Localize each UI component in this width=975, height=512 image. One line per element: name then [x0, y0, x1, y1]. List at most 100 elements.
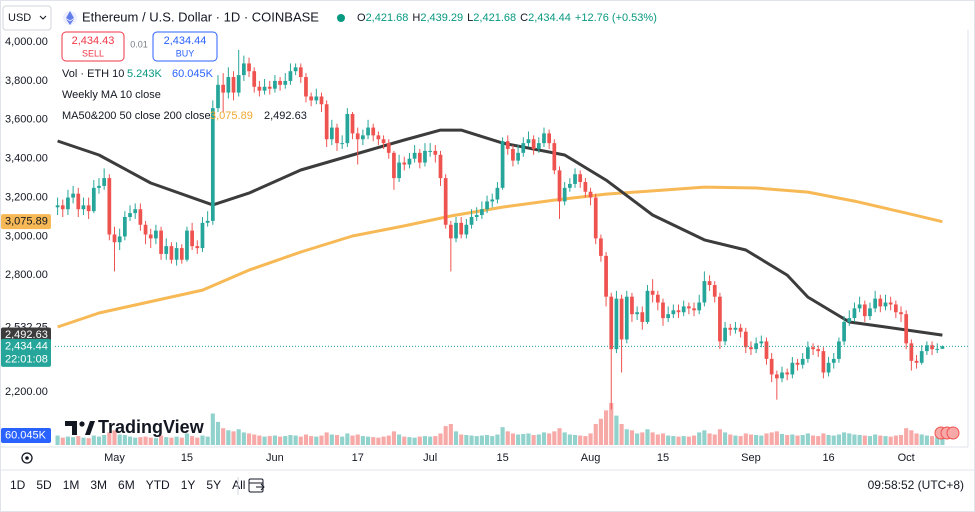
- candle-body: [542, 133, 546, 144]
- volume-bar: [924, 435, 929, 445]
- volume-bar: [847, 433, 852, 445]
- candle-body: [749, 347, 753, 350]
- candle-body: [464, 224, 469, 235]
- volume-bar: [309, 436, 314, 445]
- volume-bar: [686, 436, 691, 445]
- candle-body: [666, 314, 671, 319]
- timeframe-button[interactable]: 3M: [90, 478, 107, 492]
- countdown: 22:01:08: [5, 353, 48, 365]
- volume-bar: [355, 434, 360, 445]
- candle-body: [210, 108, 215, 221]
- volume-bar: [707, 433, 712, 445]
- candle-body: [676, 310, 681, 313]
- date-range-icon[interactable]: [248, 478, 265, 493]
- candle-body: [795, 362, 800, 365]
- candle-body: [402, 162, 407, 165]
- candle-body: [350, 113, 355, 134]
- volume-bar: [728, 434, 733, 445]
- candle-body: [681, 306, 686, 313]
- volume-bar: [697, 432, 702, 445]
- volume-bar: [200, 435, 205, 445]
- volume-bar: [102, 435, 107, 445]
- volume-bar: [578, 435, 583, 445]
- timeframe-button[interactable]: 6M: [118, 478, 135, 492]
- candle-body: [340, 143, 345, 145]
- candle-body: [645, 290, 650, 322]
- ma200-last: 3,075.89: [210, 110, 253, 122]
- candle-body: [914, 360, 919, 363]
- volume-badge-bg: [1, 428, 51, 443]
- volume-bar: [717, 429, 722, 445]
- volume-bar: [474, 436, 479, 445]
- volume-bar: [521, 433, 526, 445]
- candle-body: [500, 141, 505, 188]
- buy-button[interactable]: [152, 31, 218, 62]
- candle-body: [381, 139, 386, 144]
- candle-body: [811, 347, 815, 350]
- volume-bar: [283, 436, 288, 445]
- timeframe-button[interactable]: 5Y: [206, 478, 221, 492]
- candle-body: [138, 209, 143, 225]
- volume-bar: [805, 433, 810, 445]
- timeframe-button[interactable]: 5D: [36, 478, 52, 492]
- volume-bar: [898, 435, 904, 445]
- timeframe-button[interactable]: 1D: [10, 478, 26, 492]
- symbol: Ethereum / U.S. Dollar · 1D · COINBASE: [82, 9, 319, 24]
- buy-label[interactable]: BUY: [176, 48, 195, 58]
- x-tick-label: Jul: [423, 452, 437, 464]
- volume-bar: [629, 430, 635, 445]
- volume-bar: [852, 434, 857, 445]
- candle-body: [919, 351, 924, 363]
- candle-body: [593, 197, 598, 239]
- volume-bar: [179, 437, 184, 445]
- volume-bar: [500, 427, 505, 445]
- candle-body: [252, 71, 257, 87]
- candle-body: [376, 135, 381, 140]
- currency[interactable]: USD: [8, 12, 31, 24]
- volume-bar: [733, 435, 738, 445]
- buy-price[interactable]: 2,434.44: [164, 35, 207, 47]
- sell-label[interactable]: SELL: [82, 48, 104, 58]
- volume-bar: [785, 435, 790, 445]
- volume-bar: [743, 433, 748, 445]
- volume-bar: [360, 436, 365, 445]
- candle-body: [655, 294, 660, 303]
- timeframe-button[interactable]: All: [232, 478, 245, 492]
- volume-bar: [412, 437, 417, 445]
- candle-body: [547, 133, 552, 144]
- volume-bar: [381, 436, 386, 445]
- volume-bar: [666, 435, 671, 445]
- volume-bar: [86, 438, 91, 445]
- timeframe-button[interactable]: YTD: [146, 478, 170, 492]
- volume-bar: [148, 437, 153, 445]
- candle-body: [774, 374, 779, 379]
- timeframe-button[interactable]: 1M: [63, 478, 80, 492]
- timeframe-button[interactable]: 1Y: [181, 478, 196, 492]
- volume-bar: [345, 433, 350, 445]
- event-icons[interactable]: [934, 426, 960, 440]
- candle-body: [169, 246, 174, 260]
- sell-price[interactable]: 2,434.43: [72, 35, 115, 47]
- volume-bar: [386, 435, 391, 445]
- candle-body: [718, 296, 722, 342]
- ohlc-value: 2,421.68: [473, 12, 516, 24]
- volume-bar: [609, 403, 614, 445]
- candle-body: [888, 302, 893, 305]
- volume-bar: [340, 436, 345, 445]
- plot-area: [55, 49, 968, 445]
- volume-bar: [624, 429, 629, 445]
- candle-body: [267, 86, 272, 89]
- settings-icon[interactable]: [21, 452, 33, 464]
- candle-body: [433, 150, 438, 155]
- sell-button[interactable]: [61, 31, 125, 62]
- volume-bar: [407, 437, 412, 445]
- volume-bar: [547, 433, 552, 445]
- candle-body: [283, 80, 288, 85]
- volume-bar: [448, 424, 453, 445]
- volume-bar: [748, 434, 754, 445]
- currency-button[interactable]: [2, 5, 52, 31]
- volume-bar: [190, 436, 195, 445]
- volume-bar: [422, 436, 428, 445]
- x-tick-label: 15: [181, 452, 193, 464]
- candle-body: [66, 197, 70, 210]
